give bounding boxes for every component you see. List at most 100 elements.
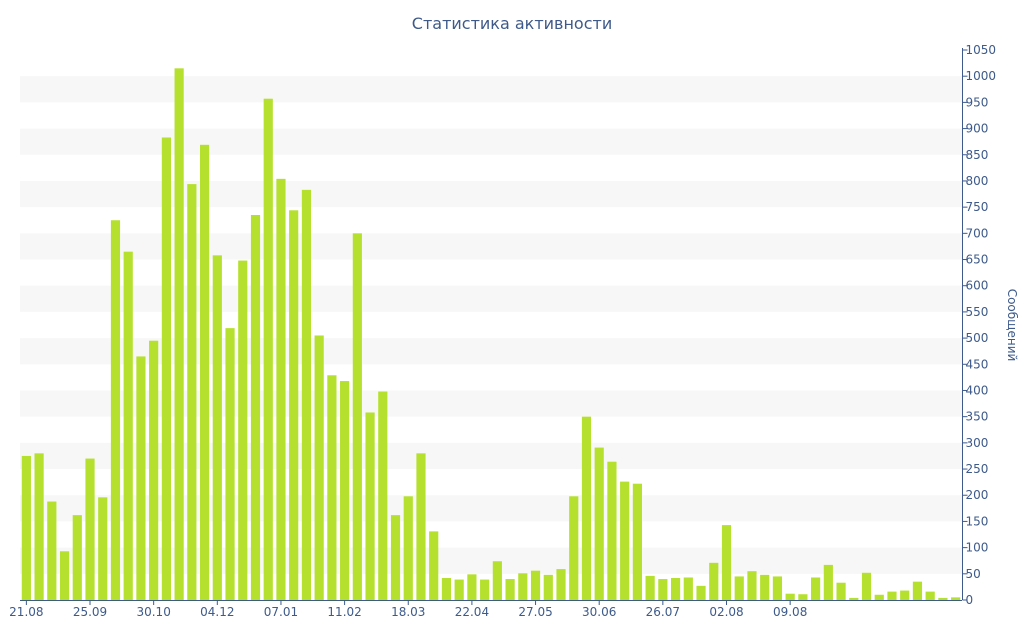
bar[interactable] xyxy=(429,531,439,600)
bar[interactable] xyxy=(123,251,133,601)
bar[interactable] xyxy=(314,335,324,600)
y-tick-label: 350 xyxy=(966,410,989,424)
bar[interactable] xyxy=(34,453,44,600)
grid-band xyxy=(20,180,962,208)
bar[interactable] xyxy=(861,572,872,600)
bar[interactable] xyxy=(441,578,452,600)
bar[interactable] xyxy=(887,591,897,600)
bar[interactable] xyxy=(683,577,693,600)
bar[interactable] xyxy=(340,381,350,600)
bar[interactable] xyxy=(594,447,604,600)
bar[interactable] xyxy=(530,570,541,600)
bar[interactable] xyxy=(289,210,299,601)
bar[interactable] xyxy=(352,233,362,600)
bar[interactable] xyxy=(772,576,783,600)
bar[interactable] xyxy=(212,255,222,600)
bar[interactable] xyxy=(238,260,248,600)
bar[interactable] xyxy=(378,391,388,600)
bar[interactable] xyxy=(21,455,31,600)
y-tick-label: 150 xyxy=(966,514,989,528)
grid-band xyxy=(20,547,962,574)
bar[interactable] xyxy=(467,574,477,600)
bar[interactable] xyxy=(696,585,706,600)
grid-band xyxy=(20,76,962,103)
bar[interactable] xyxy=(136,356,146,600)
bar[interactable] xyxy=(505,579,515,600)
bar[interactable] xyxy=(569,496,579,600)
y-tick-label: 900 xyxy=(966,122,989,136)
bar[interactable] xyxy=(301,189,312,601)
bar[interactable] xyxy=(671,578,681,600)
bar[interactable] xyxy=(72,515,82,600)
grid-band xyxy=(20,390,962,417)
bar[interactable] xyxy=(925,591,935,600)
bar[interactable] xyxy=(785,593,795,600)
bar[interactable] xyxy=(85,458,95,600)
y-tick-label: 800 xyxy=(966,174,989,188)
bar[interactable] xyxy=(658,579,668,600)
bar[interactable] xyxy=(874,594,884,600)
bar[interactable] xyxy=(938,597,948,600)
bar[interactable] xyxy=(403,496,413,600)
grid-band xyxy=(20,338,962,365)
bar[interactable] xyxy=(365,412,375,600)
bar[interactable] xyxy=(734,576,744,600)
y-tick-label: 600 xyxy=(966,279,989,293)
bar[interactable] xyxy=(912,581,923,600)
bar[interactable] xyxy=(47,501,57,600)
bar[interactable] xyxy=(416,453,426,600)
bar[interactable] xyxy=(492,561,502,600)
x-tick-label: 11.02 xyxy=(327,605,361,619)
bar[interactable] xyxy=(836,582,846,600)
bar[interactable] xyxy=(607,461,617,600)
bar[interactable] xyxy=(327,375,337,600)
bar[interactable] xyxy=(518,573,528,600)
bar[interactable] xyxy=(174,68,184,600)
y-axis: 0 50 100 150 200 250 300 350 400 450 500 550 600 650 7… xyxy=(962,43,997,607)
x-tick-label: 22.04 xyxy=(455,605,489,619)
bar[interactable] xyxy=(250,215,261,600)
y-tick-label: 450 xyxy=(966,357,989,371)
grid-band xyxy=(20,442,962,470)
bar[interactable] xyxy=(900,590,910,600)
bar[interactable] xyxy=(556,569,566,600)
grid-band xyxy=(20,495,962,522)
bar[interactable] xyxy=(951,597,961,600)
bar[interactable] xyxy=(543,574,553,600)
bar[interactable] xyxy=(225,328,235,600)
bar[interactable] xyxy=(59,551,70,600)
bar[interactable] xyxy=(798,594,808,600)
x-tick-label: 26.07 xyxy=(646,605,680,619)
bar[interactable] xyxy=(811,577,821,600)
bar[interactable] xyxy=(709,562,719,600)
y-tick-label: 500 xyxy=(966,331,989,345)
y-tick-label: 650 xyxy=(966,253,989,267)
bar[interactable] xyxy=(632,483,642,600)
bar[interactable] xyxy=(390,515,401,600)
bar[interactable] xyxy=(645,575,655,600)
bar[interactable] xyxy=(721,525,732,600)
y-tick-label: 100 xyxy=(966,541,989,555)
bar[interactable] xyxy=(276,178,286,601)
bar[interactable] xyxy=(581,416,592,600)
bar[interactable] xyxy=(620,481,630,600)
bar[interactable] xyxy=(823,564,833,600)
y-tick-label: 400 xyxy=(966,383,989,397)
bar[interactable] xyxy=(849,597,859,600)
bar[interactable] xyxy=(200,144,210,600)
x-tick-label: 09.08 xyxy=(773,605,807,619)
y-tick-label: 1050 xyxy=(966,43,997,57)
bar[interactable] xyxy=(149,340,159,600)
bar[interactable] xyxy=(263,98,273,601)
bar[interactable] xyxy=(480,579,490,600)
bar[interactable] xyxy=(110,220,121,601)
x-tick-label: 21.08 xyxy=(9,605,43,619)
bar[interactable] xyxy=(187,184,197,600)
y-tick-label: 300 xyxy=(966,436,989,450)
bar[interactable] xyxy=(161,137,171,601)
bar[interactable] xyxy=(454,579,464,600)
bar[interactable] xyxy=(98,497,108,600)
bar[interactable] xyxy=(760,574,770,600)
bar[interactable] xyxy=(747,571,757,600)
